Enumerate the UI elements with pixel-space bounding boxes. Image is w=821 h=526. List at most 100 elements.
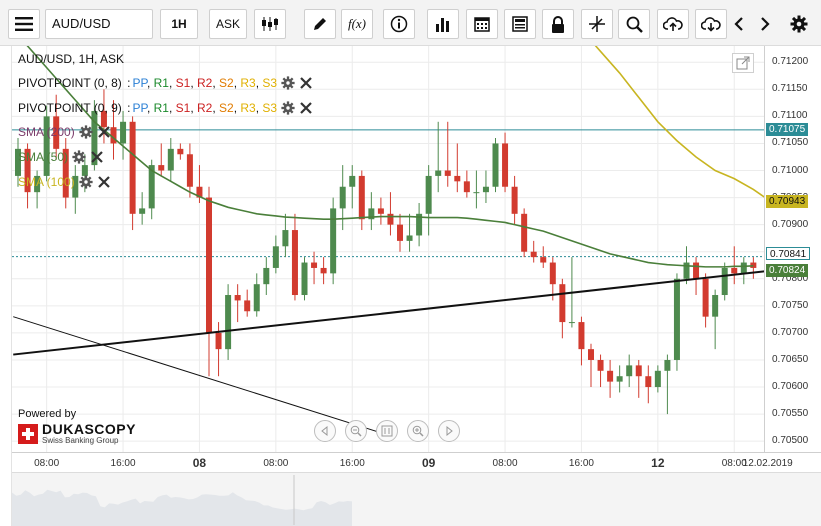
zoom-button[interactable] (618, 9, 650, 39)
gear-icon[interactable] (79, 125, 93, 139)
candle (521, 213, 528, 252)
report-button[interactable] (504, 9, 536, 39)
gear-icon[interactable] (79, 175, 93, 189)
timeframe-button[interactable]: 1H (160, 9, 198, 39)
gear-icon (790, 15, 808, 33)
symbol-input[interactable]: AUD/USD (45, 9, 153, 39)
zoom-in-button[interactable] (407, 420, 429, 442)
candle (244, 300, 251, 312)
navigator-chart[interactable] (12, 473, 821, 526)
swiss-cross-icon (18, 423, 38, 444)
time-tick-label: 12.02.2019 (742, 458, 793, 469)
candle (339, 186, 346, 209)
settings-button[interactable] (786, 9, 812, 39)
zoom-out-button[interactable] (345, 420, 367, 442)
brand-subtitle: Swiss Banking Group (42, 436, 119, 445)
candle (206, 197, 212, 333)
candle (482, 186, 489, 193)
candle (43, 116, 50, 176)
calendar-button[interactable] (466, 9, 498, 39)
pivot-item-s2: S2 (219, 101, 234, 115)
sma200-legend: SMA (200) (18, 125, 111, 139)
close-icon[interactable] (90, 150, 104, 164)
candle (253, 284, 260, 312)
close-icon[interactable] (97, 125, 111, 139)
candle (81, 165, 88, 176)
candle (607, 370, 614, 382)
close-icon[interactable] (299, 76, 313, 90)
candle (511, 186, 518, 214)
scroll-left-button[interactable] (727, 9, 751, 39)
scroll-right-button[interactable] (753, 9, 777, 39)
candle (72, 175, 79, 198)
volume-bars-icon (436, 18, 449, 32)
pivot-item-s1: S1 (175, 76, 191, 90)
candle (186, 154, 193, 187)
candle (731, 267, 738, 274)
time-tick-label: 12 (651, 456, 665, 470)
candle (578, 322, 585, 350)
candle (463, 181, 470, 193)
trendline-2 (13, 316, 391, 437)
chart-type-button[interactable] (254, 9, 286, 39)
sma50-legend: SMA (50) (18, 150, 104, 164)
pivot-items-2: PP, R1, S1, R2, S2, R3, S3 (132, 101, 278, 115)
gear-icon[interactable] (281, 76, 295, 90)
zoom-in-icon (412, 425, 424, 437)
price-tick-label: 0.71100 (772, 110, 808, 122)
pivot-item-s3: S3 (262, 76, 278, 90)
pivot-item-pp: PP (132, 76, 147, 90)
price-tick-label: 0.71000 (772, 164, 809, 176)
expand-button[interactable] (732, 53, 754, 73)
candle (502, 143, 509, 187)
candle (110, 127, 117, 144)
pivot-item-s1: S1 (175, 101, 191, 115)
price-tick-label: 0.70600 (772, 381, 809, 393)
close-icon[interactable] (299, 101, 313, 115)
toolbar: AUD/USD 1H ASK f(x) (0, 0, 821, 46)
time-axis[interactable]: 08:00 16:00 08 08:00 16:00 09 08:00 16:00 12 08:0… (12, 452, 821, 472)
navigator[interactable] (12, 472, 821, 526)
candle (425, 175, 432, 214)
price-tick-label: 0.71150 (772, 83, 808, 95)
calendar-icon (474, 17, 490, 32)
gear-icon[interactable] (281, 101, 295, 115)
time-tick-label: 08:00 (721, 458, 747, 469)
side-button[interactable]: ASK (209, 9, 247, 39)
sma50-label: SMA (50) (18, 150, 69, 164)
upload-button[interactable] (657, 9, 689, 39)
price-chart[interactable] (12, 46, 764, 452)
pan-right-button[interactable] (438, 420, 460, 442)
candle (568, 322, 575, 324)
sma50-price-tag: 0.70824 (766, 263, 809, 277)
indicators-button[interactable]: f(x) (341, 9, 373, 39)
info-button[interactable] (383, 9, 415, 39)
time-tick-label: 16:00 (110, 458, 136, 469)
sma100-line (594, 46, 764, 198)
candle (664, 359, 671, 371)
candle (454, 175, 461, 182)
crosshair-button[interactable] (581, 9, 613, 39)
lock-button[interactable] (542, 9, 574, 39)
volume-button[interactable] (427, 9, 459, 39)
pan-left-button[interactable] (314, 420, 336, 442)
candle (311, 262, 318, 268)
info-icon (390, 15, 408, 33)
candle (540, 257, 547, 263)
draw-button[interactable] (304, 9, 336, 39)
close-icon[interactable] (97, 175, 111, 189)
candle (368, 208, 375, 220)
download-button[interactable] (695, 9, 727, 39)
upload-cloud-icon (663, 17, 683, 31)
candle (473, 192, 480, 194)
price-axis[interactable]: 0.71200 0.71150 0.71100 0.71050 0.71000 0.709… (764, 46, 821, 452)
menu-icon (15, 17, 33, 31)
reset-view-button[interactable] (376, 420, 398, 442)
dukascopy-logo[interactable]: DUKASCOPY Swiss Banking Group (18, 422, 136, 445)
gear-icon[interactable] (72, 150, 86, 164)
candle (406, 235, 413, 241)
candle (301, 262, 308, 296)
pivot-item-pp: PP (132, 101, 147, 115)
chart-area[interactable]: AUD/USD, 1H, ASK PIVOTPOINT (0, 8) : PP,… (12, 46, 764, 452)
menu-button[interactable] (8, 9, 40, 39)
